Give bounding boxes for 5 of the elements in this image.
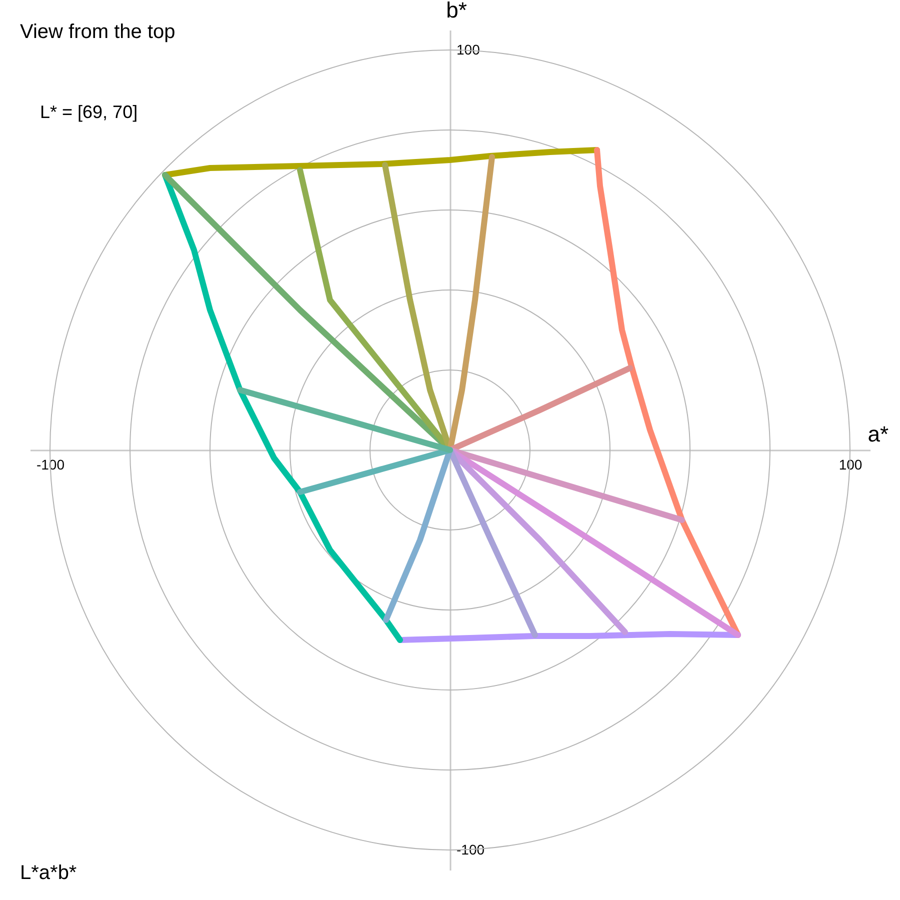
y-axis-title: b* <box>446 0 468 22</box>
text: L* = [69, 70] <box>40 102 138 122</box>
chart-title: View from the top <box>20 21 176 43</box>
annotation: L*a*b* <box>20 862 77 884</box>
x-axis-title: a* <box>868 422 889 446</box>
